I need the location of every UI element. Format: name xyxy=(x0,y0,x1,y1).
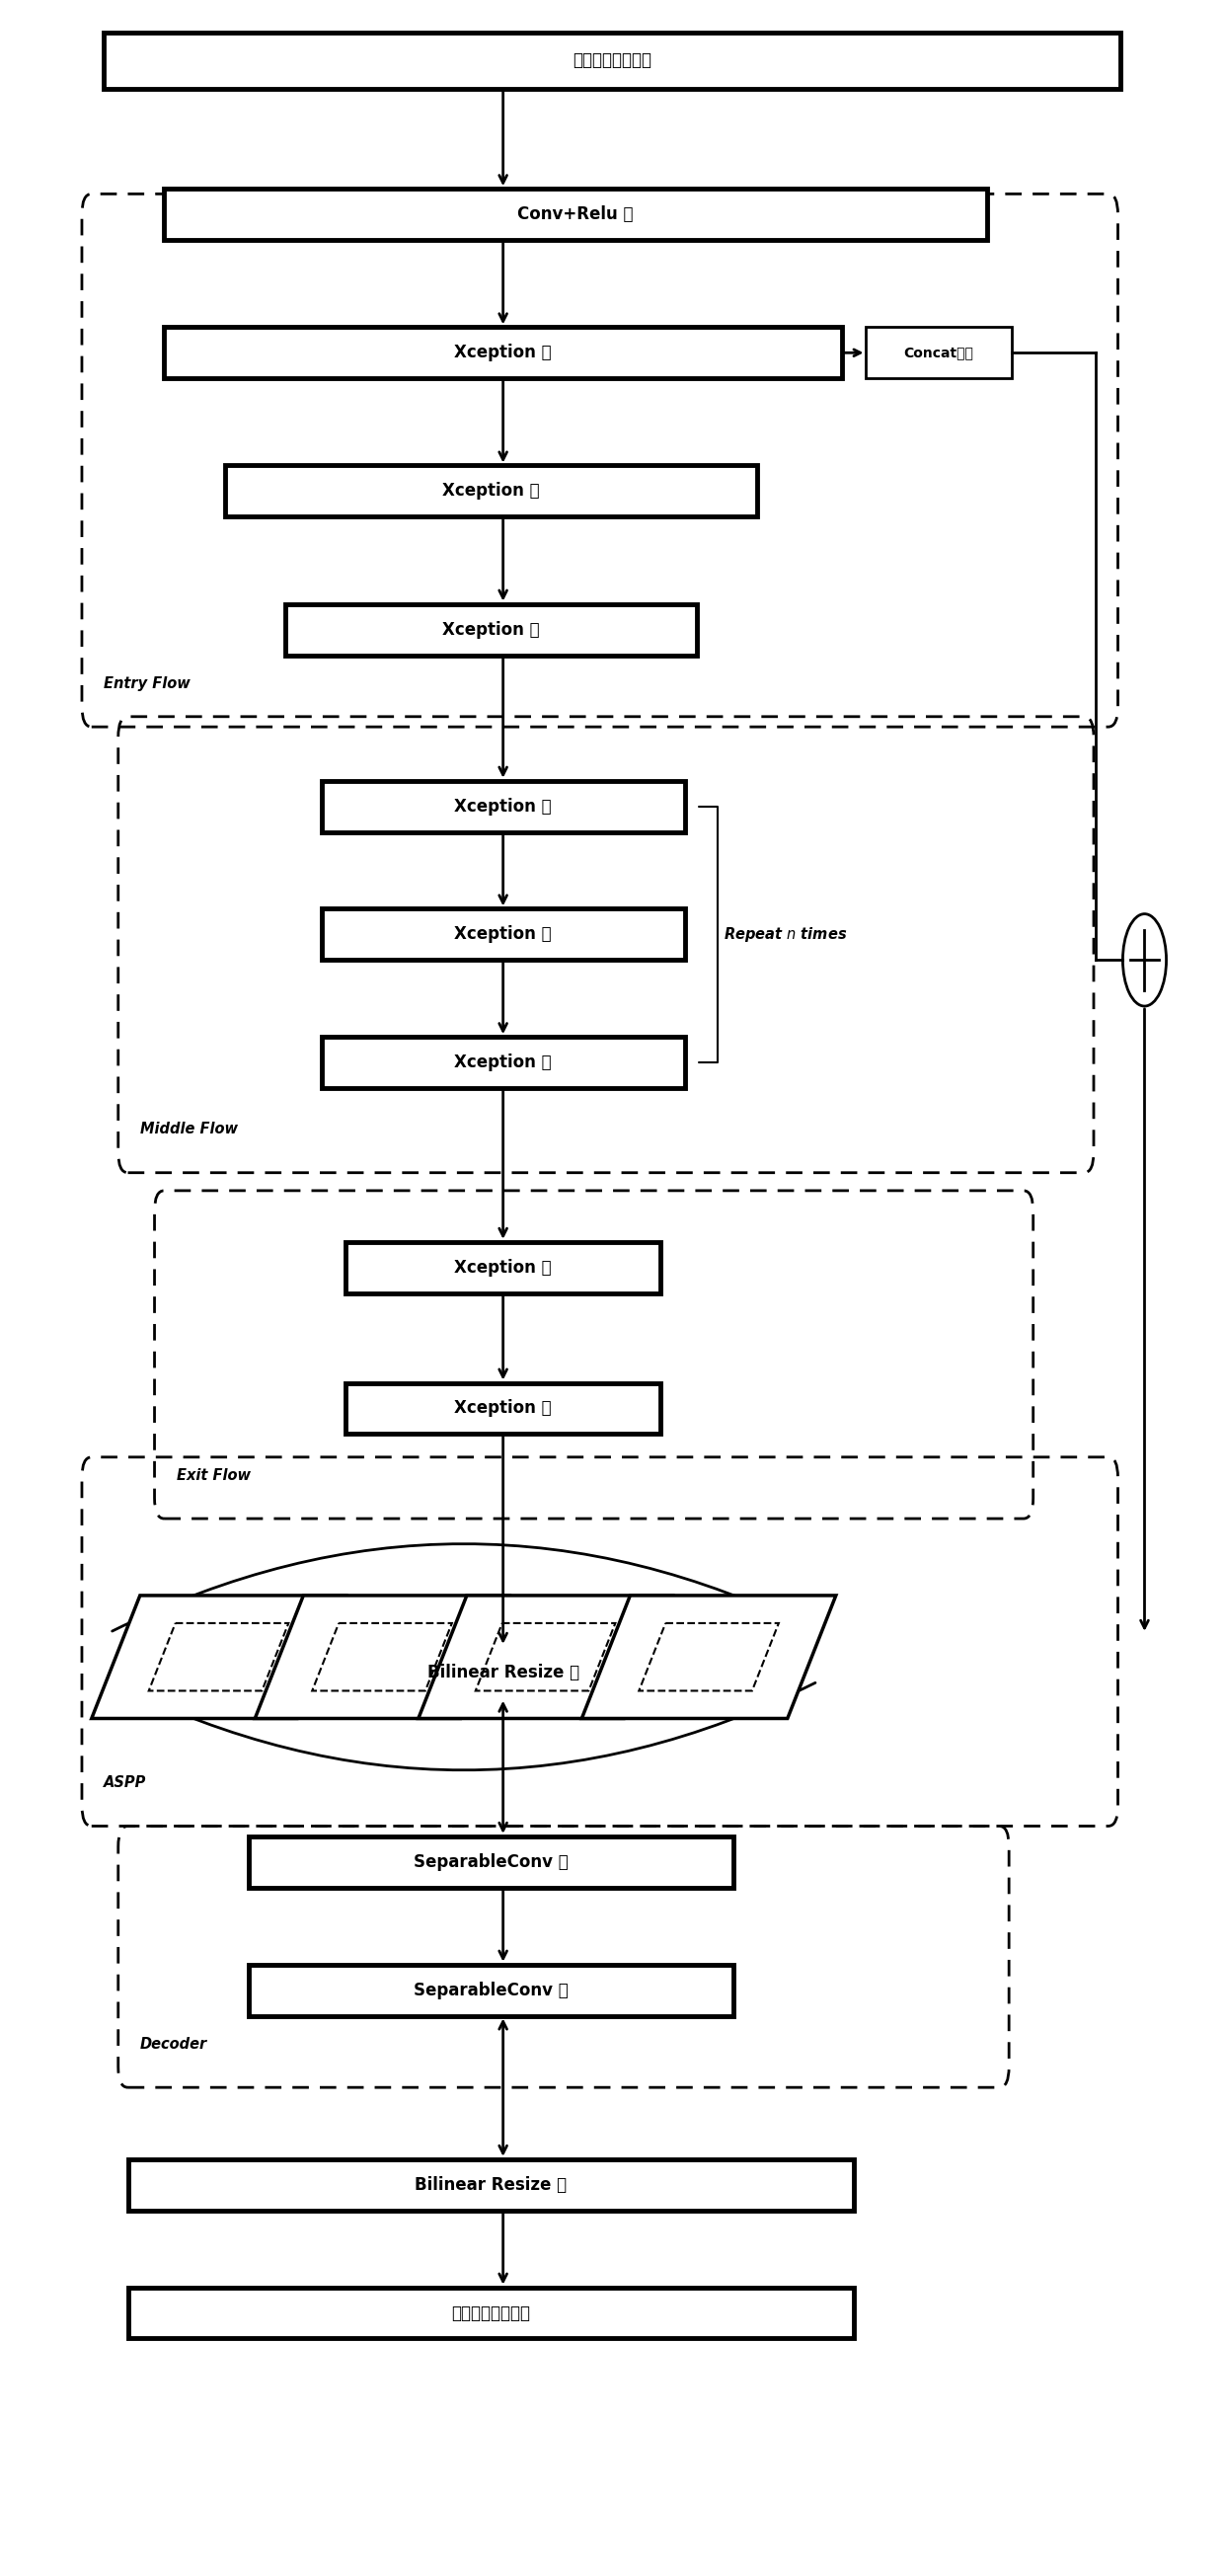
FancyBboxPatch shape xyxy=(127,2287,854,2339)
FancyBboxPatch shape xyxy=(345,1383,661,1435)
FancyBboxPatch shape xyxy=(164,188,988,240)
FancyBboxPatch shape xyxy=(248,1965,733,2014)
Text: SeparableConv 块: SeparableConv 块 xyxy=(414,1981,568,1999)
FancyBboxPatch shape xyxy=(104,33,1120,88)
FancyBboxPatch shape xyxy=(322,781,684,832)
FancyBboxPatch shape xyxy=(322,909,684,961)
Polygon shape xyxy=(581,1595,836,1718)
Text: Xception 块: Xception 块 xyxy=(454,799,552,814)
FancyBboxPatch shape xyxy=(225,466,758,518)
Text: Entry Flow: Entry Flow xyxy=(104,675,190,690)
Text: Bilinear Resize 块: Bilinear Resize 块 xyxy=(427,1664,579,1682)
Text: Xception 块: Xception 块 xyxy=(454,1260,552,1275)
Text: Xception 块: Xception 块 xyxy=(442,621,540,639)
Text: 遥感图像分割结果: 遥感图像分割结果 xyxy=(452,2303,530,2321)
Text: Bilinear Resize 块: Bilinear Resize 块 xyxy=(415,2177,567,2195)
Text: Repeat $n$ times: Repeat $n$ times xyxy=(723,925,847,943)
FancyBboxPatch shape xyxy=(225,1646,781,1698)
Polygon shape xyxy=(255,1595,509,1718)
Text: Exit Flow: Exit Flow xyxy=(176,1468,251,1484)
Text: Xception 块: Xception 块 xyxy=(454,925,552,943)
FancyBboxPatch shape xyxy=(867,327,1011,379)
Text: ASPP: ASPP xyxy=(104,1775,147,1790)
Text: Xception 块: Xception 块 xyxy=(454,343,552,361)
FancyBboxPatch shape xyxy=(322,1038,684,1087)
Text: Xception 块: Xception 块 xyxy=(454,1399,552,1417)
Polygon shape xyxy=(419,1595,672,1718)
FancyBboxPatch shape xyxy=(248,1837,733,1888)
Text: Conv+Relu 块: Conv+Relu 块 xyxy=(518,206,634,224)
FancyBboxPatch shape xyxy=(285,603,696,654)
Text: Middle Flow: Middle Flow xyxy=(140,1123,237,1136)
FancyBboxPatch shape xyxy=(164,327,842,379)
Text: Xception 块: Xception 块 xyxy=(442,482,540,500)
Text: SeparableConv 块: SeparableConv 块 xyxy=(414,1852,568,1870)
Text: Concat连接: Concat连接 xyxy=(903,345,974,361)
Text: Decoder: Decoder xyxy=(140,2038,207,2050)
FancyBboxPatch shape xyxy=(345,1242,661,1293)
Text: Xception 块: Xception 块 xyxy=(454,1054,552,1072)
Text: 原始遥感图像输入: 原始遥感图像输入 xyxy=(573,52,651,70)
Polygon shape xyxy=(92,1595,345,1718)
FancyBboxPatch shape xyxy=(127,2159,854,2210)
